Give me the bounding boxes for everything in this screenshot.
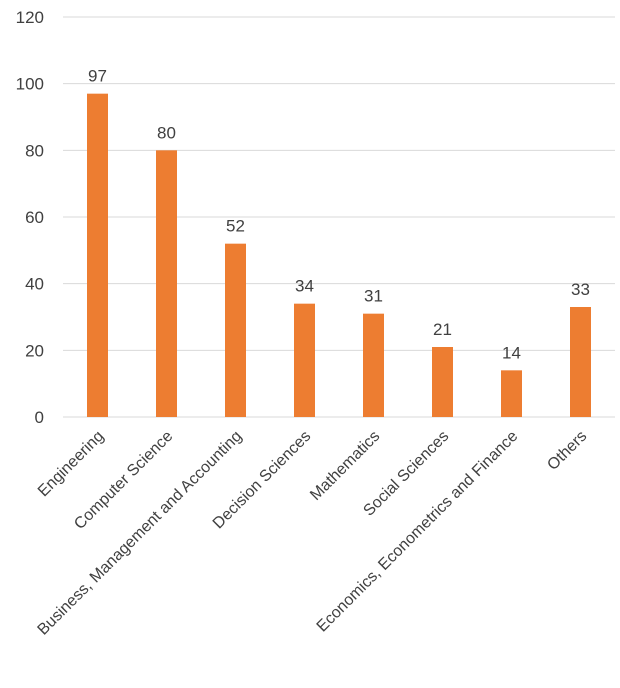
data-label: 97 <box>88 67 107 86</box>
data-label: 52 <box>226 217 245 236</box>
data-label: 21 <box>433 320 452 339</box>
y-tick-label: 120 <box>16 8 44 27</box>
data-label: 14 <box>502 343 521 362</box>
y-axis-tick-labels: 0 20 40 60 80 100 120 <box>16 8 44 427</box>
bar <box>87 93 108 418</box>
y-tick-label: 80 <box>25 141 44 160</box>
data-label: 31 <box>364 287 383 306</box>
bar <box>363 313 384 417</box>
data-label: 33 <box>571 280 590 299</box>
bar <box>570 307 591 417</box>
y-tick-label: 60 <box>25 208 44 227</box>
data-label: 80 <box>157 123 176 142</box>
y-tick-label: 20 <box>25 341 44 360</box>
y-tick-label: 100 <box>16 75 44 94</box>
y-tick-label: 40 <box>25 275 44 294</box>
bar <box>225 243 246 417</box>
data-labels: 97 80 52 34 31 21 14 33 <box>88 67 590 363</box>
bar <box>501 370 522 417</box>
x-tick-label: Mathematics <box>307 428 383 504</box>
x-tick-label: Engineering <box>35 428 107 500</box>
bar <box>294 303 315 417</box>
x-tick-label: Others <box>544 428 590 474</box>
bar <box>432 347 453 417</box>
bar <box>156 150 177 418</box>
data-label: 34 <box>295 277 314 296</box>
gridlines <box>63 16 615 418</box>
y-tick-label: 0 <box>35 408 44 427</box>
bars <box>87 93 591 418</box>
